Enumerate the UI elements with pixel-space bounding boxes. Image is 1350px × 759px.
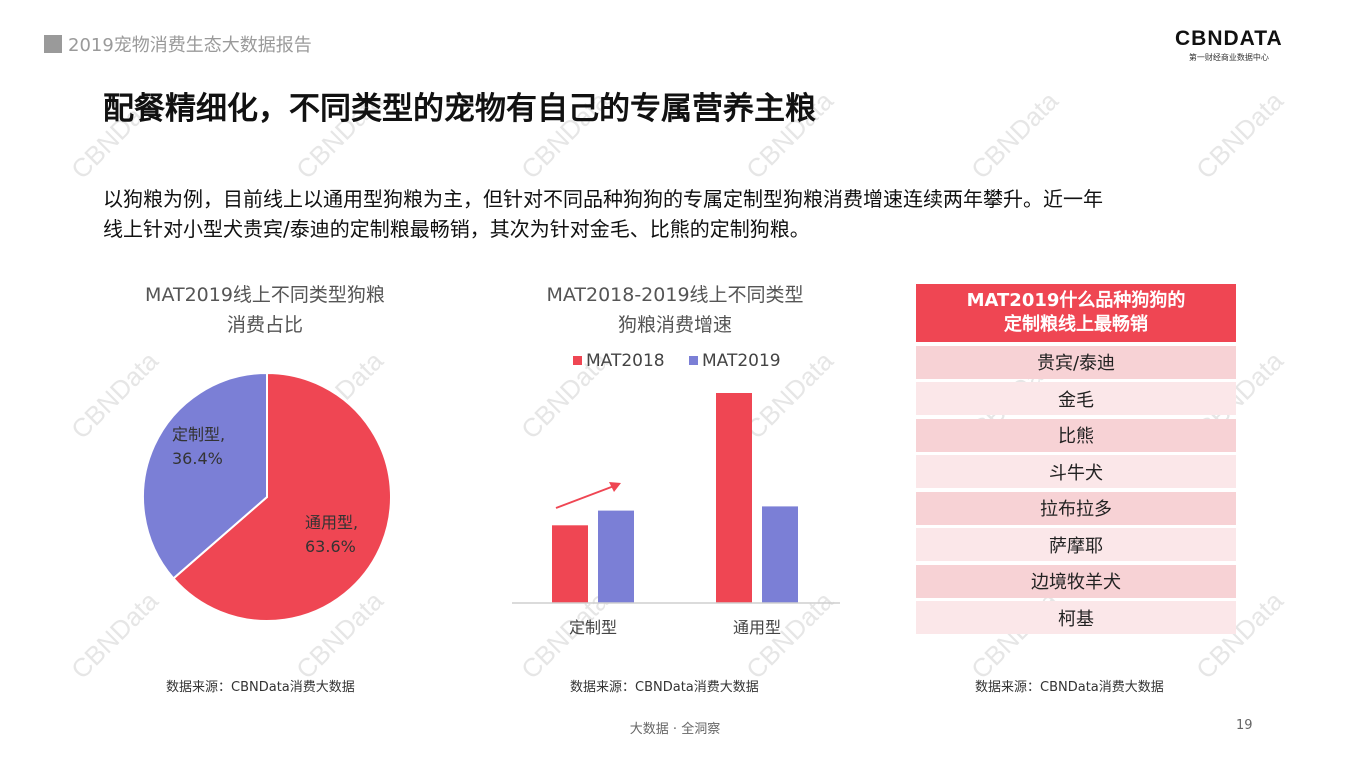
- trend-arrow-line: [555, 485, 615, 509]
- slide-title: 配餐精细化，不同类型的宠物有自己的专属营养主粮: [103, 91, 816, 127]
- pie-chart: 通用型, 63.6% 定制型, 36.4%: [142, 371, 392, 622]
- ranking-row: 斗牛犬: [916, 455, 1236, 488]
- pie-slice: [172, 371, 392, 622]
- slide-description: 以狗粮为例，目前线上以通用型狗粮为主，但针对不同品种狗狗的专属定制型狗粮消费增速…: [103, 184, 1263, 244]
- watermark-text: CBNData: [965, 85, 1064, 185]
- bar-title-line-1: MAT2018-2019线上不同类型: [546, 284, 804, 306]
- report-title: 2019宠物消费生态大数据报告: [68, 35, 312, 56]
- bar: [552, 525, 588, 603]
- ranking-rows: 贵宾/泰迪 金毛 比熊 斗牛犬 拉布拉多 萨摩耶 边境牧羊犬 柯基: [916, 345, 1236, 634]
- bar: [716, 393, 752, 603]
- pie-title-line-2: 消费占比: [226, 314, 303, 336]
- logo-subtitle: 第一财经商业数据中心: [1188, 53, 1269, 62]
- pie-slice-label: 定制型,: [172, 425, 225, 444]
- logo-name: CBNDATA: [1175, 27, 1283, 50]
- pie-source: 数据来源：CBNData消费大数据: [166, 680, 355, 695]
- bar: [762, 506, 798, 603]
- legend-label: MAT2019: [702, 351, 781, 371]
- ranking-row: 贵宾/泰迪: [916, 345, 1236, 379]
- description-line-1: 以狗粮为例，目前线上以通用型狗粮为主，但针对不同品种狗狗的专属定制型狗粮消费增速…: [103, 187, 1103, 211]
- legend-label: MAT2018: [586, 351, 665, 371]
- legend-swatch: [573, 356, 582, 365]
- bar: [598, 510, 634, 603]
- x-tick-label: 通用型: [733, 618, 781, 637]
- pie-slice: [142, 371, 268, 580]
- ranking-row: 金毛: [916, 382, 1236, 415]
- table-source: 数据来源：CBNData消费大数据: [975, 680, 1164, 695]
- cbndata-logo: CBNDATA 第一财经商业数据中心: [1175, 27, 1283, 63]
- pie-chart-title: MAT2019线上不同类型狗粮 消费占比: [120, 280, 410, 340]
- ranking-row: 拉布拉多: [916, 491, 1236, 525]
- ranking-table: MAT2019什么品种狗狗的 定制粮线上最畅销 贵宾/泰迪 金毛 比熊 斗牛犬 拉布拉多…: [916, 284, 1236, 634]
- bar-title-line-2: 狗粮消费增速: [617, 314, 732, 336]
- pie-slice-value: 36.4%: [172, 449, 223, 468]
- bar-chart-title: MAT2018-2019线上不同类型 狗粮消费增速: [510, 280, 840, 340]
- footer-tagline: 大数据 · 全洞察: [629, 722, 721, 737]
- ranking-header-line-2: 定制粮线上最畅销: [1004, 314, 1148, 335]
- page-number: 19: [1236, 718, 1253, 733]
- bar-source: 数据来源：CBNData消费大数据: [570, 680, 759, 695]
- ranking-row: 萨摩耶: [916, 528, 1236, 561]
- description-line-2: 线上针对小型犬贵宾/泰迪的定制粮最畅销，其次为针对金毛、比熊的定制狗粮。: [103, 217, 810, 241]
- watermark-text: CBNData: [1190, 85, 1289, 185]
- ranking-row: 柯基: [916, 601, 1236, 634]
- ranking-header-line-1: MAT2019什么品种狗狗的: [966, 290, 1186, 311]
- trend-arrow-head: [609, 482, 621, 492]
- ranking-row: 比熊: [916, 418, 1236, 452]
- header-square: [44, 35, 62, 53]
- pie-slice-label: 通用型,: [305, 513, 358, 532]
- ranking-table-header: MAT2019什么品种狗狗的 定制粮线上最畅销: [916, 284, 1236, 342]
- x-tick-label: 定制型: [569, 618, 617, 637]
- pie-title-line-1: MAT2019线上不同类型狗粮: [145, 284, 385, 306]
- pie-slice-value: 63.6%: [305, 537, 356, 556]
- ranking-row: 边境牧羊犬: [916, 564, 1236, 598]
- legend-swatch: [689, 356, 698, 365]
- bar-chart: MAT2018 MAT2019 定制型 通用型: [512, 351, 840, 637]
